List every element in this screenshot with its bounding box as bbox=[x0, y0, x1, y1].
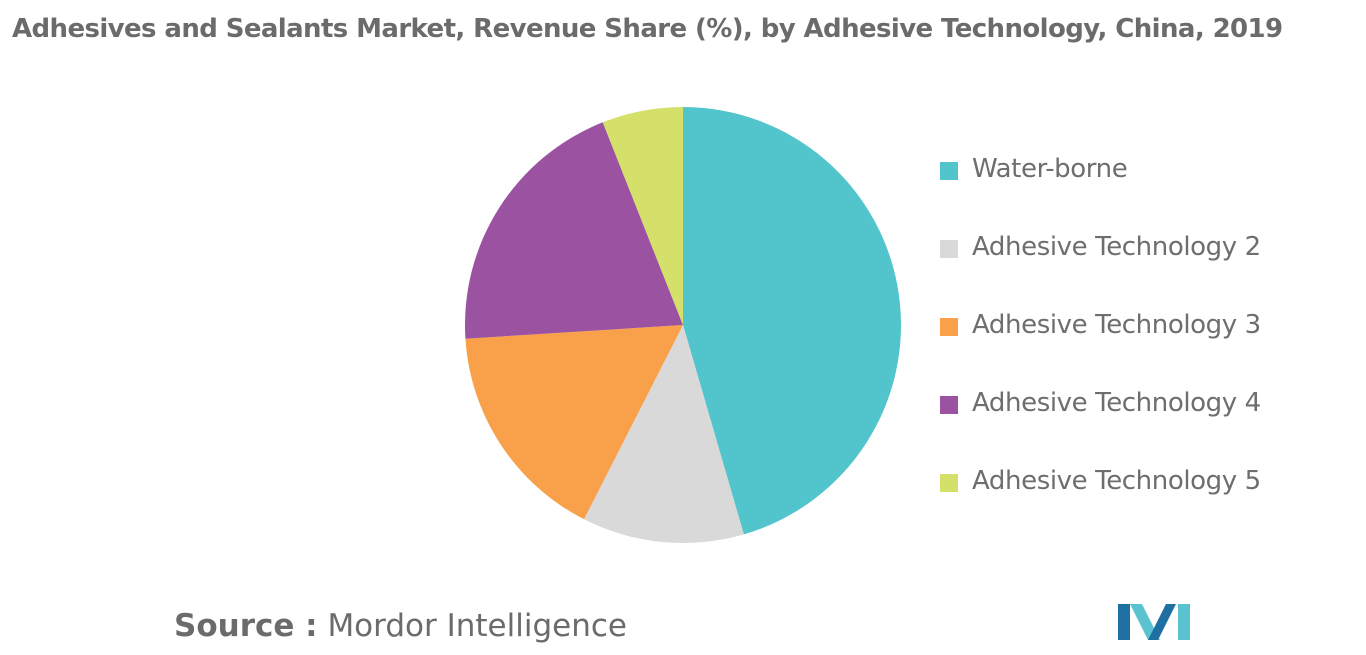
source-note: Source : Mordor Intelligence bbox=[174, 608, 627, 644]
pie-slice-adhesive-technology-2 bbox=[584, 325, 744, 543]
logo-shape-dark-diagonal bbox=[1148, 604, 1176, 640]
legend-swatch bbox=[940, 474, 958, 492]
mordor-intelligence-logo-icon bbox=[1118, 604, 1190, 640]
legend-label: Adhesive Technology 3 bbox=[972, 310, 1261, 340]
legend-label: Adhesive Technology 2 bbox=[972, 232, 1261, 262]
legend-swatch bbox=[940, 396, 958, 414]
logo-shape-dark-left bbox=[1118, 604, 1130, 640]
pie-slice-adhesive-technology-4 bbox=[464, 122, 683, 339]
legend-label: Adhesive Technology 5 bbox=[972, 466, 1261, 496]
source-label: Source : bbox=[174, 608, 318, 644]
logo-shape-light-right bbox=[1178, 604, 1190, 640]
pie-slice-adhesive-technology-3 bbox=[465, 325, 683, 520]
legend-label: Water-borne bbox=[972, 154, 1128, 184]
pie-slice-adhesive-technology-5 bbox=[602, 107, 683, 325]
legend-swatch bbox=[940, 240, 958, 258]
legend-swatch bbox=[940, 162, 958, 180]
legend-label: Adhesive Technology 4 bbox=[972, 388, 1261, 418]
pie-slice-water-borne bbox=[683, 107, 901, 535]
source-text: Mordor Intelligence bbox=[327, 608, 627, 644]
chart-title: Adhesives and Sealants Market, Revenue S… bbox=[12, 14, 1283, 44]
legend-swatch bbox=[940, 318, 958, 336]
